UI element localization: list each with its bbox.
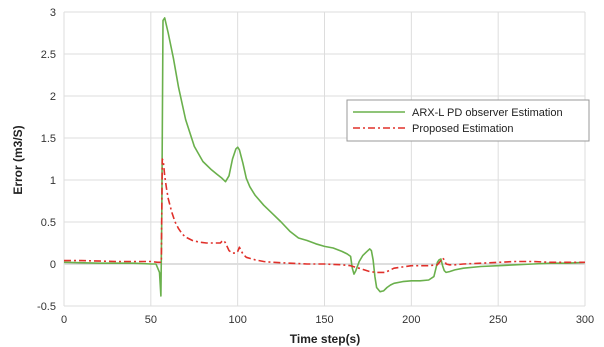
y-tick-label: 1 xyxy=(50,175,56,187)
x-axis-title: Time step(s) xyxy=(290,332,360,346)
y-tick-labels: -0.5 0 0.5 1 1.5 2 2.5 3 xyxy=(37,7,56,313)
x-tick-label: 150 xyxy=(315,314,333,326)
y-axis-title: Error (m3/S) xyxy=(11,125,25,194)
series-line-0 xyxy=(63,17,586,297)
y-tick-label: 2.5 xyxy=(41,49,56,61)
x-tick-label: 200 xyxy=(402,314,420,326)
legend-label-proposed: Proposed Estimation xyxy=(412,123,514,135)
y-tick-label: 3 xyxy=(50,7,56,19)
y-tick-label: 2 xyxy=(50,91,56,103)
y-tick-label: 1.5 xyxy=(41,133,56,145)
legend: ARX-L PD observer Estimation Proposed Es… xyxy=(346,99,590,142)
gridlines xyxy=(63,11,586,307)
series-line-1 xyxy=(64,158,585,274)
series-lines xyxy=(63,17,586,297)
y-tick-label: 0 xyxy=(50,259,56,271)
legend-label-arx: ARX-L PD observer Estimation xyxy=(412,107,563,119)
y-tick-label: 0.5 xyxy=(41,217,56,229)
y-tick-label: -0.5 xyxy=(37,301,56,313)
x-tick-label: 300 xyxy=(576,314,594,326)
x-tick-label: 0 xyxy=(61,314,67,326)
legend-box xyxy=(346,99,590,142)
x-tick-label: 100 xyxy=(228,314,246,326)
x-tick-labels: 0 50 100 150 200 250 300 xyxy=(61,314,594,326)
x-tick-label: 250 xyxy=(489,314,507,326)
x-tick-label: 50 xyxy=(145,314,157,326)
